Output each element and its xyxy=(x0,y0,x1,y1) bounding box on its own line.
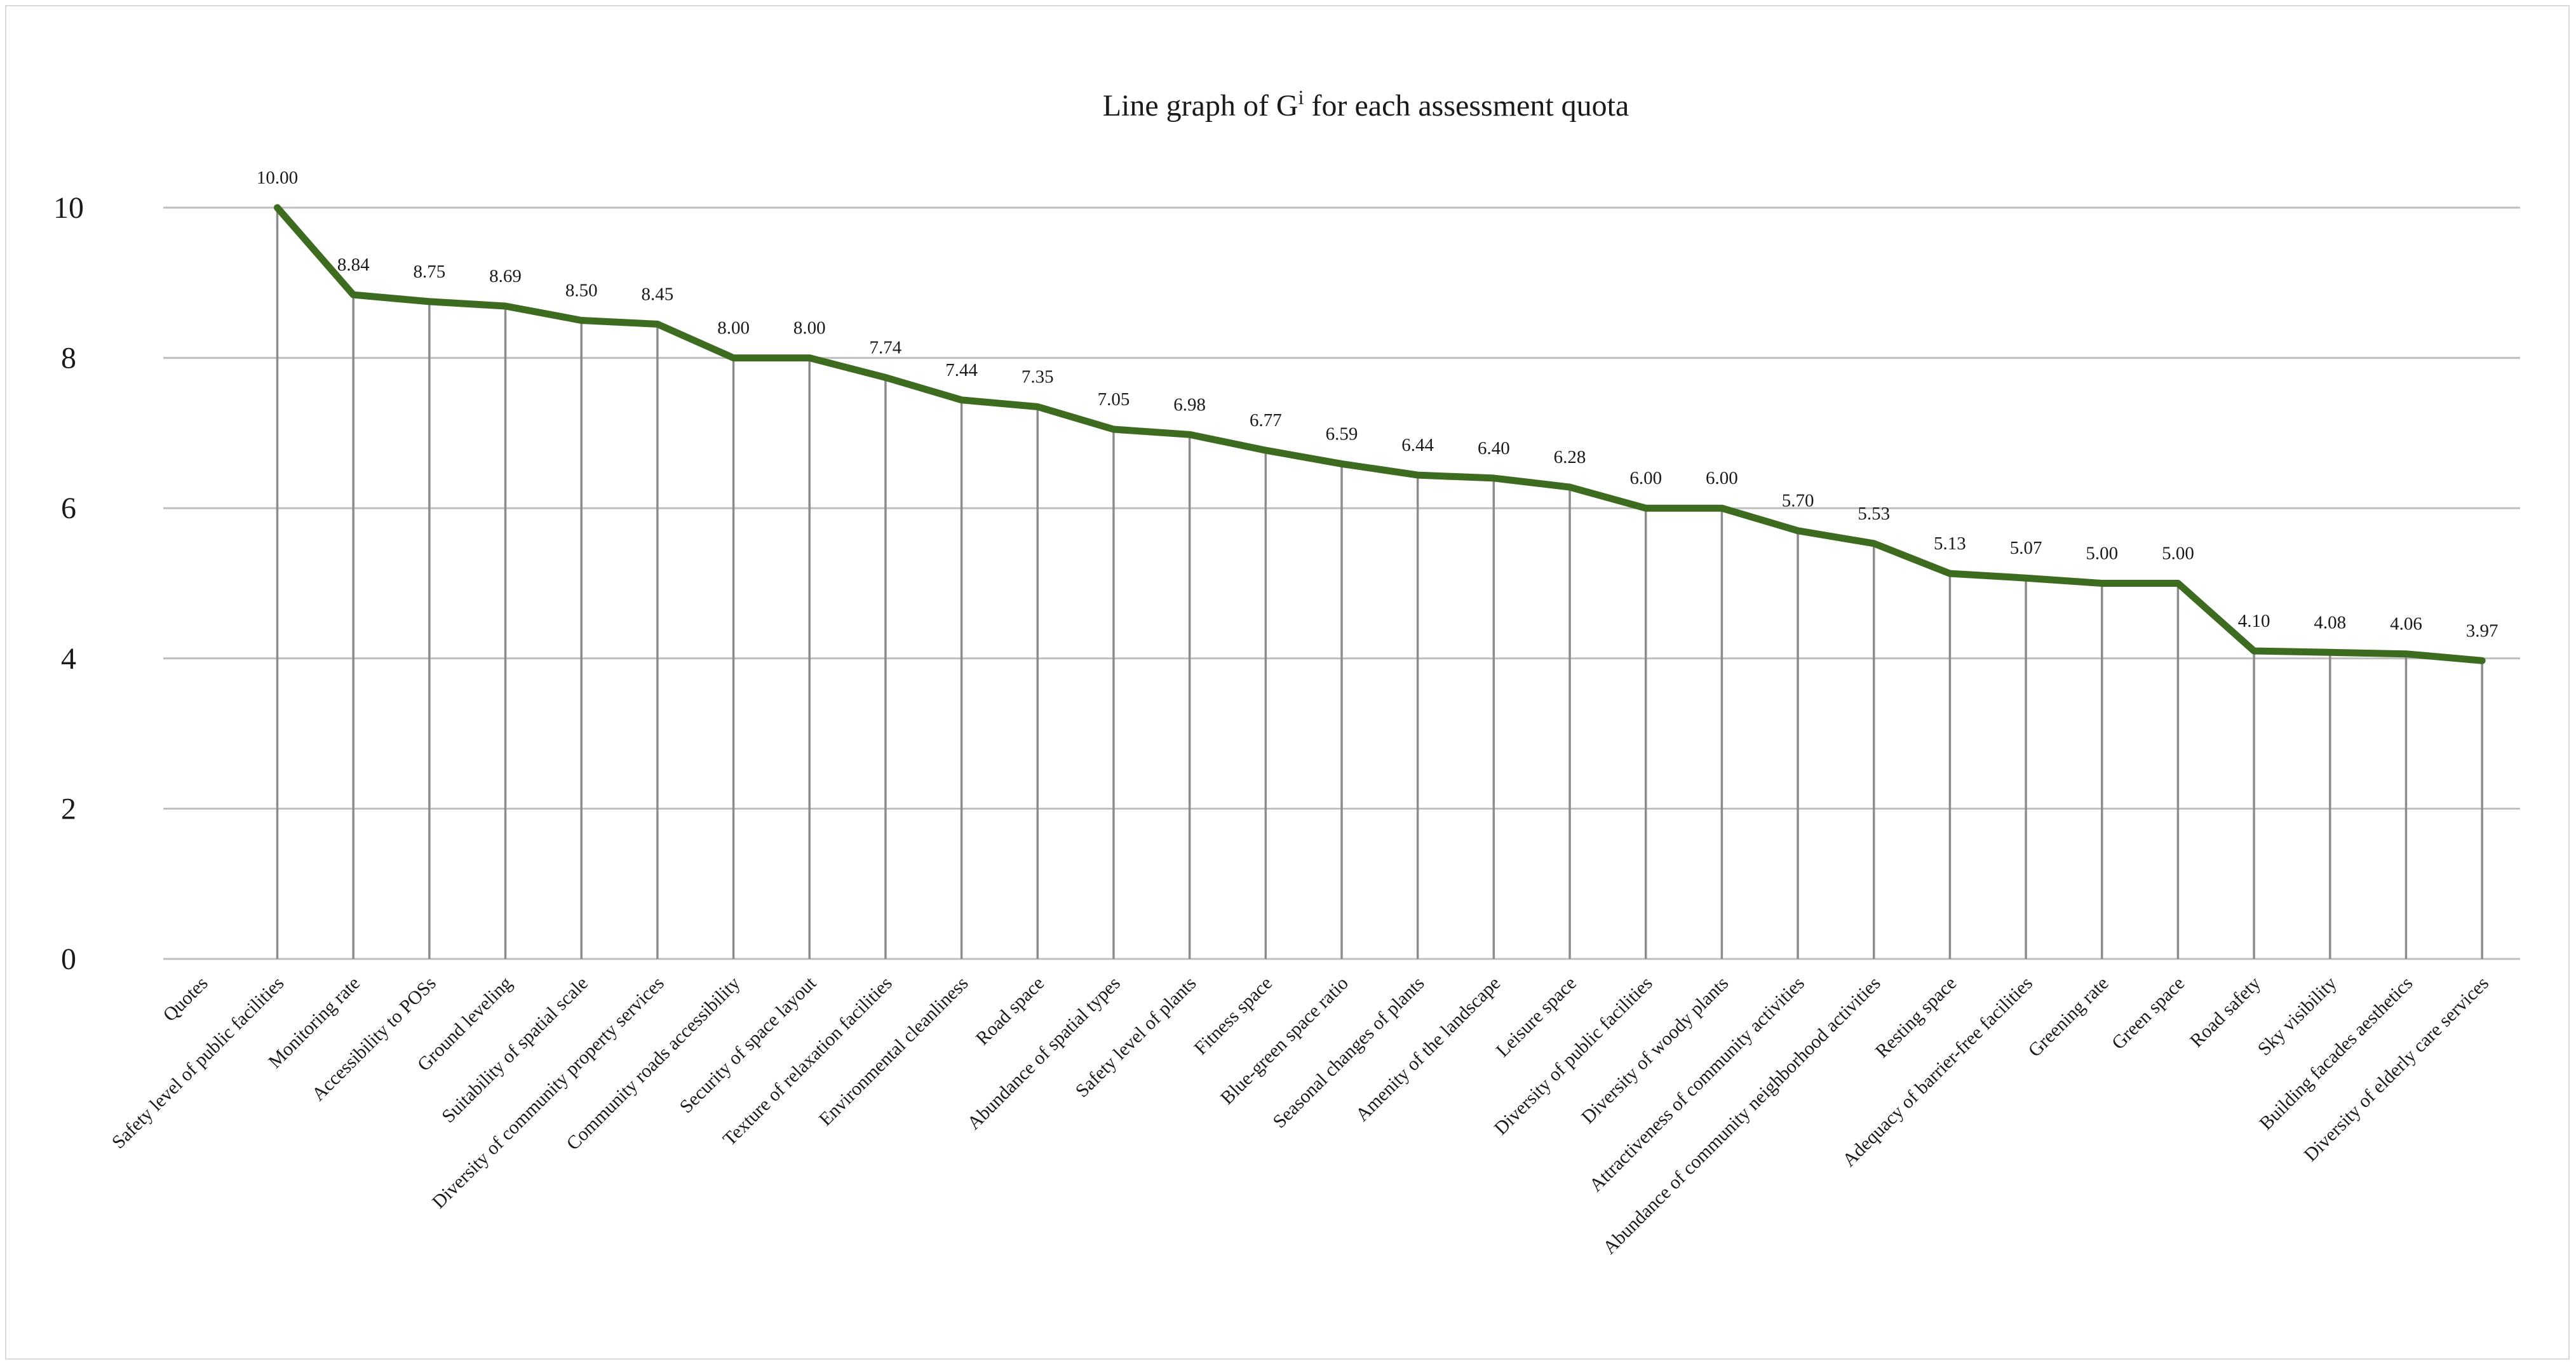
x-tick-label: Suitability of spatial scale xyxy=(438,973,592,1127)
y-tick-label: 2 xyxy=(61,792,76,826)
y-tick-label: 10 xyxy=(53,191,84,225)
data-label: 8.75 xyxy=(413,262,445,282)
x-tick-label: Greening rate xyxy=(2024,973,2112,1061)
y-tick-label: 4 xyxy=(61,642,76,676)
data-label: 6.00 xyxy=(1629,468,1662,488)
data-label: 6.40 xyxy=(1478,438,1510,459)
y-axis-ticks: 0 2 4 6 8 10 xyxy=(53,191,84,976)
data-label: 5.00 xyxy=(2162,544,2194,564)
chart-frame xyxy=(5,5,2570,1360)
data-label: 8.00 xyxy=(717,318,750,338)
x-tick-label: Diversity of woody plants xyxy=(1577,973,1732,1128)
x-tick-label: Environmental cleanliness xyxy=(815,973,973,1130)
data-label: 10.00 xyxy=(257,168,298,188)
data-labels: 10.00 8.84 8.75 8.69 8.50 8.45 8.00 8.00 7.74 7.4… xyxy=(257,168,2498,641)
data-label: 5.53 xyxy=(1858,504,1890,524)
y-tick-label: 8 xyxy=(61,342,76,375)
x-tick-label: Blue-green space ratio xyxy=(1217,973,1352,1109)
x-tick-label: Abundance of spatial types xyxy=(963,973,1124,1134)
data-label: 5.70 xyxy=(1782,491,1814,511)
data-label: 4.06 xyxy=(2390,614,2422,634)
data-label: 8.69 xyxy=(489,266,522,286)
x-tick-label: Abundance of community neighborhood acti… xyxy=(1599,973,1885,1259)
data-label: 7.05 xyxy=(1098,389,1130,410)
x-tick-label: Diversity of public facilities xyxy=(1490,973,1657,1139)
x-tick-label: Security of space layout xyxy=(675,972,820,1117)
data-label: 7.74 xyxy=(870,337,902,358)
x-tick-label: Accessibility to POSs xyxy=(307,973,440,1105)
data-label: 6.44 xyxy=(1401,435,1434,455)
data-label: 6.28 xyxy=(1554,447,1586,467)
series-line-group xyxy=(274,204,2486,664)
x-tick-label: Road safety xyxy=(2186,973,2265,1052)
x-tick-label: Road space xyxy=(972,973,1049,1050)
x-tick-label: Quotes xyxy=(159,973,212,1026)
data-label: 6.00 xyxy=(1706,468,1738,488)
x-tick-label: Seasonal changes of plants xyxy=(1269,973,1428,1132)
x-tick-label: Building facades aesthetics xyxy=(2255,973,2417,1134)
y-tick-label: 6 xyxy=(61,492,76,525)
data-label: 8.00 xyxy=(793,318,826,338)
data-label: 3.97 xyxy=(2466,620,2498,641)
data-label: 7.35 xyxy=(1022,366,1054,387)
x-tick-label: Green space xyxy=(2108,973,2189,1054)
data-label: 5.00 xyxy=(2086,544,2118,564)
data-label: 8.84 xyxy=(337,255,370,275)
data-label: 6.77 xyxy=(1250,410,1282,431)
data-label: 4.08 xyxy=(2314,612,2346,633)
data-label: 8.45 xyxy=(642,284,674,304)
data-label: 4.10 xyxy=(2238,611,2270,631)
x-tick-label: Amenity of the landscape xyxy=(1352,973,1505,1126)
y-tick-label: 0 xyxy=(61,942,76,976)
data-label: 6.98 xyxy=(1173,394,1206,415)
data-label: 7.44 xyxy=(945,360,978,380)
grid-lines xyxy=(163,206,2520,960)
data-label: 5.07 xyxy=(2010,538,2042,558)
data-label: 6.59 xyxy=(1326,424,1358,444)
series-line xyxy=(274,204,2486,664)
chart-title: Line graph of Gi for each assessment quo… xyxy=(1103,86,1629,123)
drop-lines xyxy=(276,208,2483,959)
data-label: 5.13 xyxy=(1934,533,1966,554)
data-label: 8.50 xyxy=(565,280,598,300)
